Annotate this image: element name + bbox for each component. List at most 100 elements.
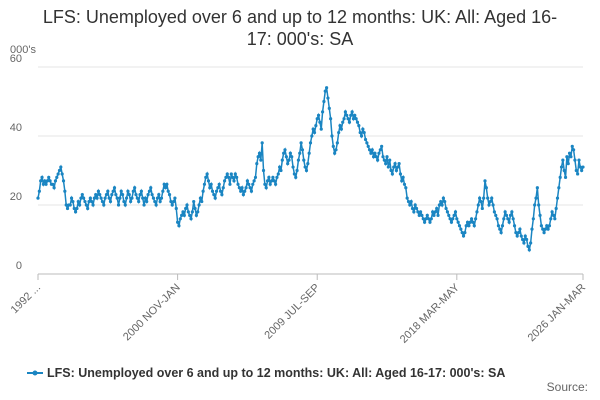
data-point bbox=[338, 124, 342, 128]
data-point bbox=[322, 99, 326, 104]
data-point bbox=[318, 120, 322, 124]
data-point bbox=[82, 196, 86, 200]
data-point bbox=[196, 210, 200, 214]
data-point bbox=[221, 186, 225, 190]
data-point bbox=[421, 217, 425, 221]
data-point bbox=[561, 158, 565, 162]
data-point bbox=[229, 172, 233, 176]
data-point bbox=[464, 224, 468, 228]
data-point bbox=[480, 206, 484, 211]
data-point bbox=[511, 217, 515, 221]
y-tick-label: 40 bbox=[10, 122, 22, 134]
data-point bbox=[205, 172, 209, 176]
data-point bbox=[314, 124, 318, 128]
data-point bbox=[150, 193, 154, 197]
data-point bbox=[566, 162, 570, 166]
data-point bbox=[518, 227, 522, 231]
x-tick-label: 1992 ... bbox=[9, 282, 43, 316]
data-point bbox=[465, 220, 470, 224]
data-point bbox=[574, 168, 578, 173]
data-point bbox=[237, 186, 241, 190]
data-point bbox=[486, 196, 490, 200]
data-point bbox=[549, 217, 553, 221]
data-point bbox=[303, 165, 307, 169]
data-point bbox=[271, 175, 275, 179]
data-point bbox=[351, 117, 356, 121]
data-point bbox=[280, 158, 284, 162]
data-point bbox=[120, 193, 125, 197]
data-point bbox=[381, 155, 385, 159]
data-point bbox=[190, 210, 194, 214]
data-point bbox=[490, 196, 494, 200]
x-tick-label: 2000 NOV-JAN bbox=[121, 282, 183, 344]
data-point bbox=[110, 193, 114, 197]
data-point bbox=[432, 213, 436, 217]
data-point bbox=[358, 130, 362, 135]
data-point bbox=[346, 117, 350, 121]
data-point bbox=[161, 189, 165, 193]
data-point bbox=[380, 144, 384, 148]
x-tick-label: 2009 JUL-SEP bbox=[262, 282, 322, 342]
data-point bbox=[146, 193, 150, 197]
data-point bbox=[460, 231, 464, 235]
data-point bbox=[45, 179, 49, 183]
data-point bbox=[369, 151, 373, 155]
data-point bbox=[162, 182, 166, 186]
data-point bbox=[119, 189, 123, 193]
data-point bbox=[284, 155, 288, 159]
data-point bbox=[350, 110, 354, 114]
data-point bbox=[248, 186, 252, 190]
data-point bbox=[263, 182, 267, 186]
data-point bbox=[581, 165, 585, 169]
data-point bbox=[431, 210, 435, 214]
data-point bbox=[269, 179, 274, 183]
data-point bbox=[208, 186, 212, 190]
data-point bbox=[193, 206, 197, 211]
data-point bbox=[153, 199, 157, 204]
data-point bbox=[484, 186, 488, 190]
y-tick-label: 20 bbox=[10, 191, 22, 203]
data-point bbox=[491, 203, 495, 207]
data-point bbox=[476, 203, 480, 207]
data-point bbox=[475, 210, 479, 214]
data-point bbox=[169, 199, 173, 204]
data-point bbox=[577, 158, 581, 162]
data-point bbox=[558, 175, 562, 179]
data-point bbox=[405, 196, 409, 200]
data-point bbox=[251, 182, 255, 186]
data-point bbox=[59, 165, 63, 169]
data-point bbox=[457, 224, 462, 228]
data-point bbox=[299, 141, 303, 145]
data-point bbox=[65, 206, 70, 211]
data-point bbox=[247, 182, 251, 186]
data-point bbox=[547, 224, 552, 228]
data-point bbox=[384, 162, 388, 166]
data-point bbox=[429, 217, 433, 221]
data-point bbox=[359, 134, 364, 138]
data-point bbox=[316, 113, 321, 117]
data-point bbox=[264, 186, 268, 190]
data-point bbox=[526, 244, 530, 248]
data-point bbox=[503, 210, 507, 214]
data-point bbox=[163, 186, 168, 190]
data-point bbox=[48, 179, 52, 183]
data-point bbox=[401, 175, 405, 179]
data-point bbox=[325, 86, 329, 90]
data-point bbox=[41, 182, 45, 186]
data-point bbox=[569, 155, 573, 159]
data-point bbox=[488, 199, 492, 204]
data-point bbox=[520, 237, 525, 242]
data-point bbox=[98, 193, 102, 197]
data-point bbox=[515, 234, 519, 238]
data-point bbox=[90, 199, 94, 204]
data-point bbox=[479, 199, 483, 204]
data-point bbox=[409, 199, 413, 204]
data-point bbox=[371, 155, 376, 159]
data-point bbox=[576, 172, 580, 176]
data-point bbox=[519, 234, 523, 238]
data-point bbox=[468, 220, 472, 224]
data-point bbox=[43, 179, 47, 183]
data-point bbox=[414, 206, 419, 211]
data-point bbox=[245, 179, 250, 183]
